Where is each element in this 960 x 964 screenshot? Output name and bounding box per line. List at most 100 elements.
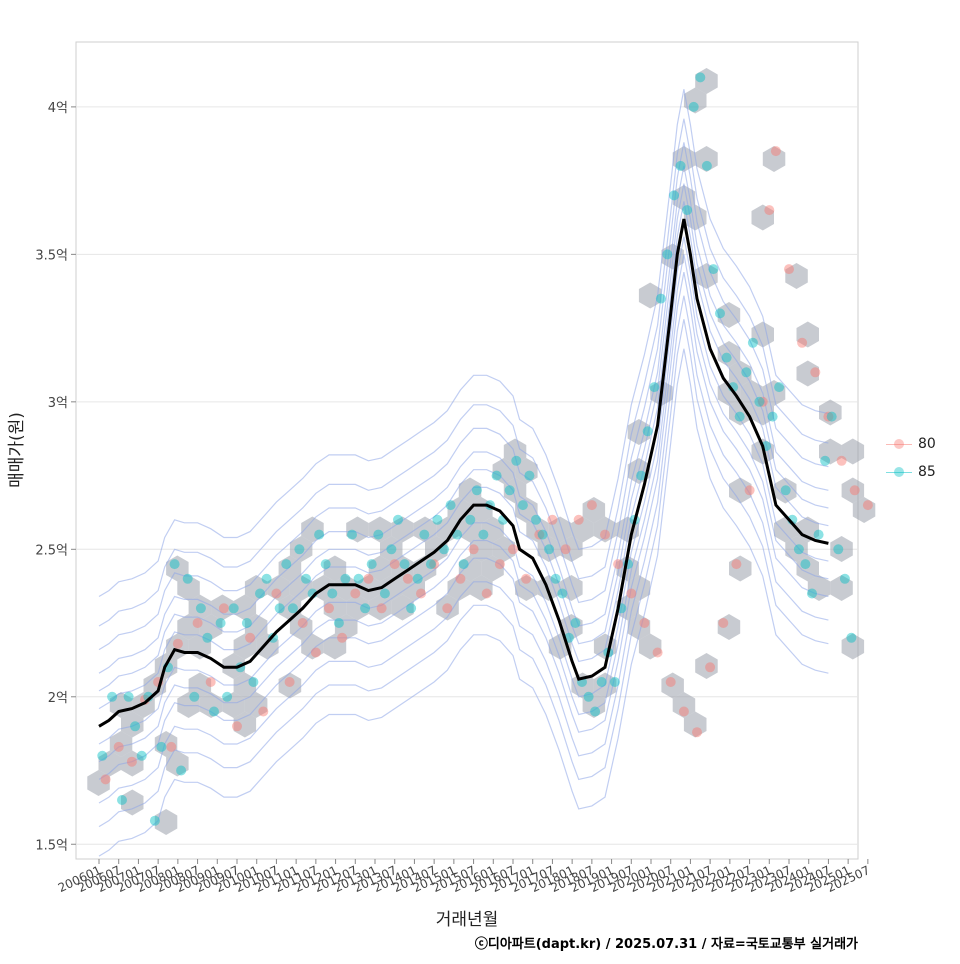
y-tick-label: 2.5억 bbox=[35, 543, 68, 558]
hexbin-cell bbox=[323, 633, 347, 660]
scatter-point-85 bbox=[189, 691, 200, 702]
scatter-point-85 bbox=[301, 573, 311, 584]
scatter-point-80 bbox=[836, 455, 847, 466]
scatter-point-85 bbox=[215, 618, 226, 628]
scatter-point-85 bbox=[347, 529, 357, 540]
hexbin-cell bbox=[729, 399, 752, 426]
hexbin-cell bbox=[109, 692, 133, 718]
hexbin-cell bbox=[346, 516, 369, 543]
scatter-point-85 bbox=[846, 632, 857, 643]
hexbin-cell bbox=[695, 146, 718, 172]
density-contour bbox=[98, 254, 829, 763]
hexbin-cell bbox=[436, 594, 459, 621]
hexbin-cell bbox=[841, 633, 865, 660]
scatter-point-80 bbox=[862, 500, 873, 511]
hexbin-cell bbox=[121, 750, 144, 777]
scatter-point-85 bbox=[833, 544, 844, 555]
scatter-point-80 bbox=[232, 721, 242, 732]
scatter-point-85 bbox=[478, 529, 489, 540]
scatter-point-85 bbox=[228, 603, 239, 614]
hexbin-cell bbox=[672, 185, 696, 211]
hexbin-cell bbox=[807, 575, 831, 601]
scatter-point-80 bbox=[481, 588, 492, 599]
y-tick-label: 2억 bbox=[48, 691, 68, 706]
scatter-point-85 bbox=[353, 573, 364, 584]
scatter-point-80 bbox=[639, 618, 650, 628]
hexbin-cell bbox=[560, 575, 583, 601]
scatter-point-85 bbox=[524, 470, 535, 481]
scatter-point-80 bbox=[770, 146, 781, 157]
scatter-point-85 bbox=[715, 308, 725, 319]
density-contour bbox=[98, 142, 829, 651]
hexbin-cell bbox=[841, 438, 865, 465]
scatter-point-85 bbox=[274, 603, 285, 614]
hexbin-cell bbox=[481, 555, 504, 582]
hexbin-cell bbox=[819, 438, 842, 465]
scatter-point-85 bbox=[287, 603, 298, 614]
hexbin-cell bbox=[548, 516, 572, 543]
scatter-points bbox=[97, 72, 873, 826]
hexbin-cell bbox=[121, 789, 144, 816]
density-contours bbox=[98, 89, 829, 857]
scatter-point-85 bbox=[261, 573, 272, 584]
legend-label-85: 85 bbox=[918, 464, 936, 480]
hexbin-cell bbox=[638, 633, 662, 660]
scatter-point-85 bbox=[734, 411, 745, 422]
density-contour bbox=[98, 236, 829, 745]
legend-item-80[interactable]: 80 bbox=[884, 430, 936, 458]
hexbin-cell bbox=[391, 594, 414, 621]
scatter-point-85 bbox=[741, 367, 752, 378]
hexbin-cell bbox=[717, 302, 741, 328]
scatter-point-85 bbox=[511, 455, 522, 466]
hexbin-cell bbox=[729, 360, 752, 387]
hexbin-cell bbox=[301, 516, 324, 543]
scatter-point-80 bbox=[218, 603, 229, 614]
hexbin-cell bbox=[526, 516, 549, 543]
hexbin-cell bbox=[661, 672, 684, 699]
hexbin-cell bbox=[391, 555, 414, 582]
hexbin-cell bbox=[695, 68, 718, 94]
scatter-point-85 bbox=[531, 514, 541, 525]
density-contour bbox=[98, 118, 829, 627]
scatter-point-80 bbox=[363, 573, 374, 584]
scatter-point-85 bbox=[826, 411, 837, 422]
scatter-point-85 bbox=[517, 500, 528, 511]
hexbin-cell bbox=[841, 477, 865, 504]
scatter-point-80 bbox=[849, 485, 860, 496]
legend: 80 85 bbox=[884, 430, 936, 486]
hexbin-cell bbox=[391, 516, 414, 543]
scatter-point-85 bbox=[708, 264, 719, 275]
scatter-point-80 bbox=[324, 603, 334, 614]
hexbin-cell bbox=[402, 575, 425, 601]
scatter-point-85 bbox=[596, 677, 607, 687]
scatter-point-80 bbox=[376, 603, 387, 614]
scatter-point-85 bbox=[248, 677, 259, 687]
scatter-point-85 bbox=[379, 588, 390, 599]
hexbin-cell bbox=[289, 536, 313, 562]
legend-item-85[interactable]: 85 bbox=[884, 458, 936, 486]
scatter-point-85 bbox=[793, 544, 804, 555]
hexbin-cell bbox=[244, 614, 268, 640]
scatter-point-80 bbox=[705, 662, 716, 673]
scatter-point-85 bbox=[682, 205, 693, 216]
hexbin-layer bbox=[87, 68, 876, 835]
scatter-point-85 bbox=[583, 691, 594, 702]
scatter-point-85 bbox=[136, 750, 147, 761]
hexbin-cell bbox=[267, 575, 290, 601]
scatter-point-80 bbox=[297, 618, 308, 628]
scatter-point-80 bbox=[258, 706, 269, 717]
source-caption: ⓒ디아파트(dapt.kr) / 2025.07.31 / 자료=국토교통부 실… bbox=[474, 937, 858, 952]
hexbin-cell bbox=[627, 614, 651, 640]
scatter-point-80 bbox=[547, 514, 558, 525]
hexbin-cell bbox=[222, 692, 245, 718]
scatter-point-80 bbox=[494, 559, 505, 570]
scatter-point-80 bbox=[166, 741, 177, 752]
scatter-point-85 bbox=[662, 249, 673, 260]
scatter-point-85 bbox=[241, 618, 252, 628]
scatter-point-85 bbox=[688, 101, 699, 112]
scatter-point-85 bbox=[636, 470, 647, 481]
hexbin-cell bbox=[177, 575, 200, 601]
scatter-point-85 bbox=[340, 573, 351, 584]
scatter-point-85 bbox=[412, 573, 423, 584]
